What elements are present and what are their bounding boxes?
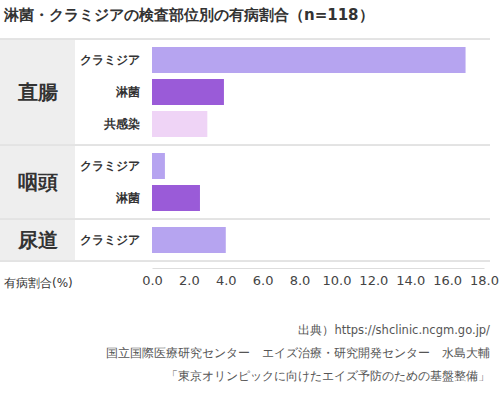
tick-label: 14.0 xyxy=(396,273,425,288)
tick: 16.0 xyxy=(433,268,462,288)
x-axis: 0.0 2.0 4.0 6.0 8.0 10.0 12.0 14.0 16.0 18.0 xyxy=(142,268,499,288)
group-label: 尿道 xyxy=(17,228,58,252)
tick: 6.0 xyxy=(253,268,274,288)
category-label: 淋菌 xyxy=(115,85,140,99)
group-separator xyxy=(0,219,490,220)
tick: 4.0 xyxy=(216,268,237,288)
bar xyxy=(152,47,466,73)
tick: 12.0 xyxy=(359,268,388,288)
source-note: 出典）https://shclinic.ncgm.go.jp/ xyxy=(298,323,490,337)
group-backgrounds xyxy=(0,39,490,261)
group-label: 直腸 xyxy=(17,80,58,104)
source-note: 国立国際医療研究センター エイズ治療・研究開発センター 水島大輔 xyxy=(106,346,490,360)
bar xyxy=(152,153,165,179)
axis-line xyxy=(153,268,485,269)
bar xyxy=(152,227,226,253)
tick-label: 4.0 xyxy=(216,273,237,288)
bar xyxy=(152,79,224,105)
labels: 直腸クラミジア淋菌共感染咽頭クラミジア淋菌尿道クラミジア xyxy=(17,53,141,252)
group-separator xyxy=(0,261,490,262)
tick: 14.0 xyxy=(396,268,425,288)
tick-label: 10.0 xyxy=(322,273,351,288)
bar xyxy=(152,185,200,211)
tick: 2.0 xyxy=(179,268,200,288)
tick-label: 18.0 xyxy=(470,273,499,288)
category-label: 淋菌 xyxy=(115,191,140,205)
category-label: クラミジア xyxy=(80,233,140,247)
category-label: 共感染 xyxy=(103,117,140,131)
group-background xyxy=(0,220,75,260)
x-axis-title: 有病割合(%) xyxy=(4,276,73,290)
bar xyxy=(152,111,207,137)
group-label: 咽頭 xyxy=(18,170,58,194)
title: 淋菌・クラミジアの検査部位別の有病割合（n=118） xyxy=(3,6,374,24)
tick-label: 8.0 xyxy=(290,273,311,288)
tick: 8.0 xyxy=(290,268,311,288)
chart: 淋菌・クラミジアの検査部位別の有病割合（n=118）直腸クラミジア淋菌共感染咽頭… xyxy=(0,0,500,394)
tick: 18.0 xyxy=(470,268,499,288)
group-separator xyxy=(0,39,490,40)
group-separator xyxy=(0,145,490,146)
group-background xyxy=(0,40,75,144)
tick-label: 16.0 xyxy=(433,273,462,288)
tick-label: 12.0 xyxy=(359,273,388,288)
tick: 0.0 xyxy=(142,268,163,288)
tick-label: 6.0 xyxy=(253,273,274,288)
category-label: クラミジア xyxy=(80,159,140,173)
tick-label: 2.0 xyxy=(179,273,200,288)
bars xyxy=(152,47,466,253)
source-note: 「東京オリンピックに向けたエイズ予防のための基盤整備」 xyxy=(166,369,490,383)
tick-label: 0.0 xyxy=(142,273,163,288)
category-label: クラミジア xyxy=(80,53,140,67)
group-background xyxy=(0,146,75,218)
tick: 10.0 xyxy=(322,268,351,288)
